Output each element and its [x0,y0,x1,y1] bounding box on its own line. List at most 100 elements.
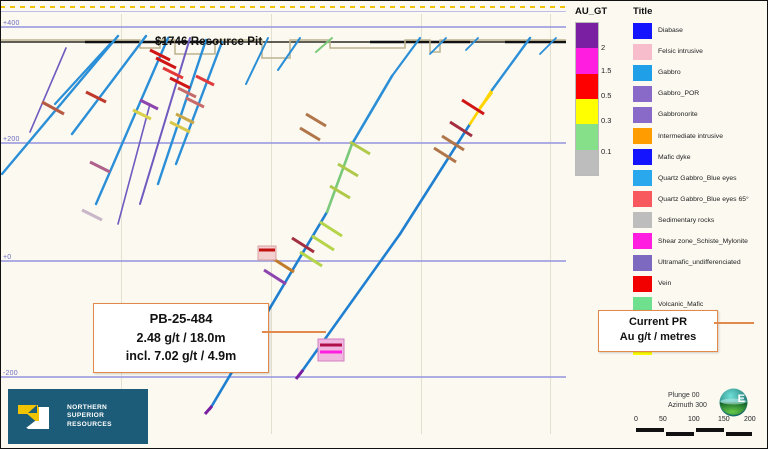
pr-leader-line [714,322,754,324]
azimuth-label: Azimuth 300 [668,402,707,410]
legend-swatch-icon [633,233,652,250]
augt-color-scale [575,22,599,176]
augt-tick-0p3: 0.3 [601,116,612,125]
axis-label-left-400: +400 [3,20,20,27]
current-pr-units: Au g/t / metres [619,331,697,344]
lithology-legend-header: Title [633,6,653,17]
legend-item-label: Ultramafic_undifferenciated [658,259,741,267]
scale-tick-150: 150 [718,416,730,423]
current-pr-callout: Current PR Au g/t / metres [598,310,718,352]
scale-tick-100: 100 [688,416,700,423]
augt-tick-1p5: 1.5 [601,66,612,75]
augt-band-5 [576,149,598,175]
legend-swatch-icon [633,149,652,166]
scale-tick-50: 50 [659,416,667,423]
legend-swatch-icon [633,191,652,208]
legend-item[interactable]: Ultramafic_undifferenciated [633,252,768,273]
augt-band-1 [576,48,598,74]
grid-hline-200 [0,142,566,144]
scale-seg [696,428,724,432]
legend-item[interactable]: Quartz Gabbro_Blue eyes 65° [633,189,768,210]
legend-item[interactable]: Gabbronorite [633,104,768,125]
page-title: $1746 Resource Pit [155,36,263,48]
augt-legend-header: AU_GT [575,6,608,17]
legend-panel: AU_GT Title 2 1.5 0.5 0.3 0.1 Diabase Fel… [566,0,768,449]
grid-hline-400 [0,26,566,28]
augt-tick-0p1: 0.1 [601,147,612,156]
legend-item[interactable]: Sedimentary rocks [633,210,768,231]
top-grid-line [0,11,768,12]
legend-item-label: Shear zone_Schiste_Mylonite [658,237,748,245]
legend-item[interactable]: Gabbro_POR [633,83,768,104]
legend-item[interactable]: Felsic intrusive [633,41,768,62]
legend-item-label: Volcanic_Mafic [658,301,704,309]
legend-swatch-icon [633,106,652,123]
legend-item-label: Mafic dyke [658,153,691,161]
grid-hline-0 [0,260,566,262]
legend-swatch-icon [633,85,652,102]
legend-item[interactable]: Mafic dyke [633,147,768,168]
augt-band-4 [576,124,598,150]
legend-swatch-icon [633,275,652,292]
legend-item-label: Quartz Gabbro_Blue eyes [658,174,737,182]
legend-item[interactable]: Shear zone_Schiste_Mylonite [633,231,768,252]
legend-item-label: Gabbro [658,69,681,77]
legend-swatch-icon [633,22,652,39]
legend-swatch-icon [633,64,652,81]
legend-item-label: Gabbronorite [658,111,698,119]
company-logo: NORTHERN SUPERIOR RESOURCES [8,389,148,444]
scale-seg [636,428,664,432]
scale-bar: 0 50 100 150 200 [634,416,756,436]
legend-swatch-icon [633,170,652,187]
grid-vline [421,14,422,434]
scale-tick-200: 200 [744,416,756,423]
augt-band-0 [576,23,598,49]
company-name: NORTHERN SUPERIOR RESOURCES [67,404,112,429]
northern-superior-mark-icon [18,404,49,429]
legend-item[interactable]: Gabbro [633,62,768,83]
legend-item[interactable]: Diabase [633,20,768,41]
legend-swatch-icon [633,296,652,313]
legend-item-label: Vein [658,280,672,288]
hole-terminations [203,91,494,415]
compass-icon: E [719,388,748,417]
axis-label-left-m200: -200 [3,370,18,377]
company-line-1: NORTHERN [67,403,108,411]
hole-id-label: PB-25-484 [149,311,213,326]
scale-seg [666,432,694,436]
plunge-label: Plunge 00 [668,392,700,399]
legend-item-label: Sedimentary rocks [658,216,715,224]
grid-vline [121,14,122,434]
lithology-legend-list: Diabase Felsic intrusive Gabbro Gabbro_POR G… [633,20,768,358]
legend-swatch-icon [633,43,652,60]
hole-result-callout: PB-25-484 2.48 g/t / 18.0m incl. 7.02 g/… [93,303,269,374]
legend-item-label: Quartz Gabbro_Blue eyes 65° [658,195,749,203]
legend-item-label: Felsic intrusive [658,48,703,56]
current-pr-title: Current PR [628,316,688,328]
intercept-label: 2.48 g/t / 18.0m [136,330,226,345]
orientation-text: Plunge 00 Azimuth 300 [668,391,707,411]
legend-item-label: Gabbro_POR [658,90,700,98]
axis-label-left-0: +0 [3,254,12,261]
grid-hline-m200 [0,376,566,378]
legend-item-label: Diabase [658,27,683,35]
legend-swatch-icon [633,254,652,271]
legend-swatch-icon [633,128,652,145]
grid-vline [550,14,551,434]
callout-leader-line [262,331,326,333]
scale-seg [726,432,752,436]
augt-band-2 [576,73,598,99]
dashed-rule [0,6,768,8]
augt-band-3 [576,98,598,125]
grid-vline [271,14,272,434]
legend-item[interactable]: Vein [633,273,768,294]
legend-item[interactable]: Volcanic_Mafic [633,294,768,315]
legend-swatch-icon [633,212,652,229]
legend-item[interactable]: Quartz Gabbro_Blue eyes [633,168,768,189]
compass-east-label: E [737,393,745,405]
section-geology-svg [0,34,566,411]
section-plot-area: +400 +200 +0 -200 $1746 Resource Pit [0,14,566,434]
legend-item[interactable]: Intermediate intrusive [633,125,768,146]
axis-label-left-200: +200 [3,136,20,143]
